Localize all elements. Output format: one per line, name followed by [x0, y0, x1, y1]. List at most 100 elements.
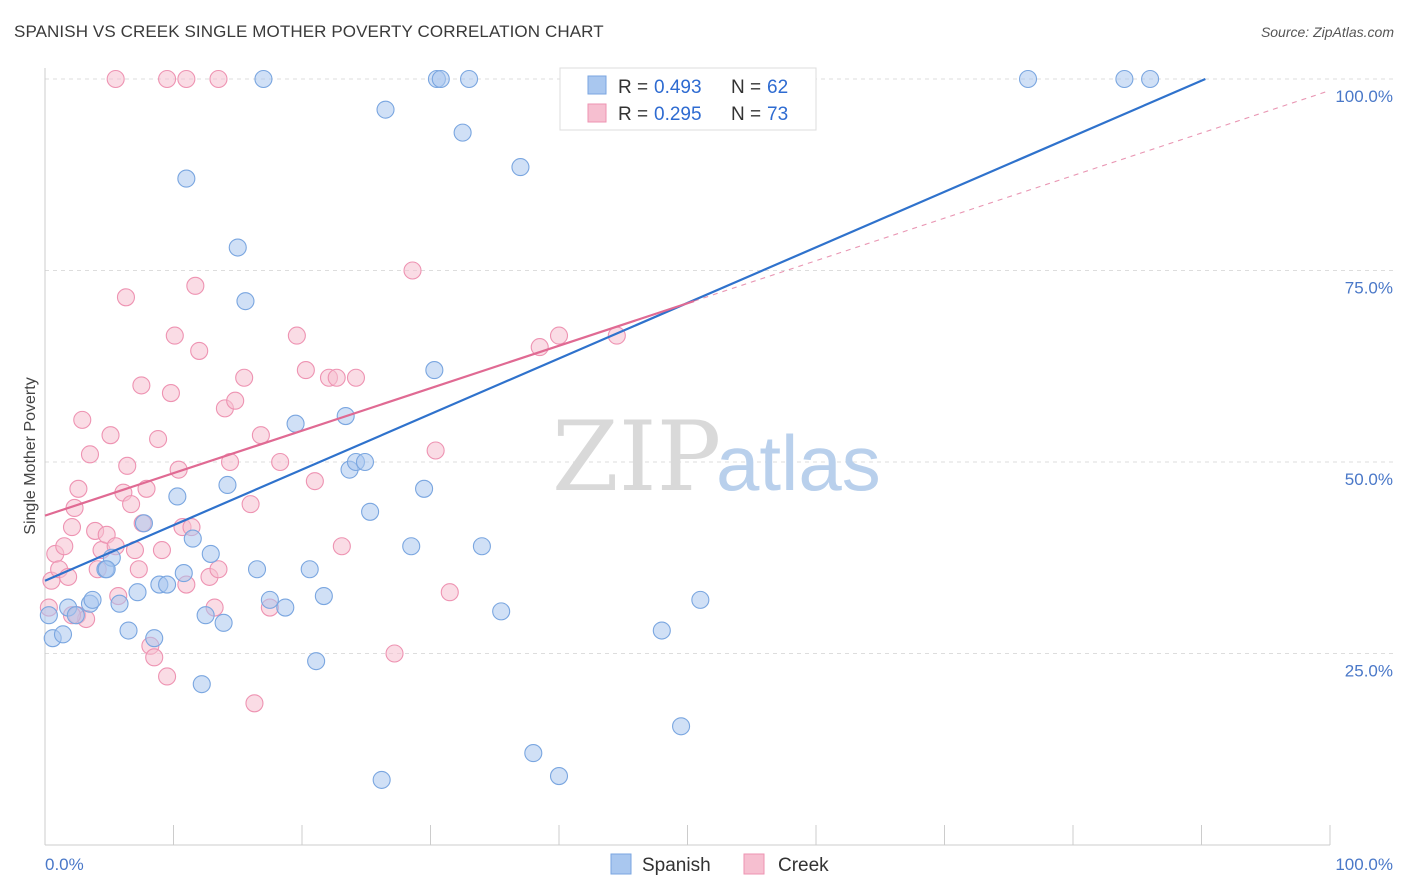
creek-point: [177, 69, 196, 89]
creek-point: [209, 560, 228, 579]
spanish-point: [228, 238, 247, 257]
creek-point: [190, 341, 209, 360]
spanish-point: [1141, 69, 1160, 89]
spanish-point: [453, 123, 472, 142]
trend-lines: [44, 77, 1331, 582]
legend-r-value-spanish: 0.493: [654, 77, 702, 98]
spanish-point: [110, 594, 129, 613]
creek-point: [101, 426, 120, 445]
spanish-point: [355, 452, 375, 472]
watermark-zip: ZIP: [552, 401, 721, 513]
creek-point: [235, 368, 254, 387]
source-label: Source: ZipAtlas.com: [1260, 24, 1394, 40]
bottom-legend-label-spanish: Spanish: [642, 855, 711, 876]
series-legend: Spanish Creek: [610, 853, 829, 876]
spanish-point: [145, 629, 164, 648]
creek-point: [73, 410, 92, 429]
spanish-point: [236, 292, 255, 311]
creek-point: [209, 69, 228, 89]
creek-point: [403, 261, 422, 280]
spanish-point: [511, 158, 530, 177]
watermark-atlas: atlas: [716, 419, 881, 507]
spanish-point: [652, 621, 671, 640]
creek-point: [62, 518, 82, 537]
spanish-point: [276, 598, 295, 617]
spanish-point: [492, 602, 511, 621]
spanish-point: [201, 544, 220, 563]
creek-trend-line: [44, 300, 695, 517]
creek-point: [327, 368, 346, 387]
creek-point: [305, 472, 324, 491]
spanish-point: [372, 770, 391, 789]
legend-n-label-creek: N =: [731, 104, 761, 125]
creek-point: [158, 69, 177, 89]
creek-point: [158, 667, 177, 686]
creek-point: [80, 445, 100, 464]
creek-point: [245, 694, 264, 713]
spanish-point: [119, 621, 138, 640]
spanish-point: [376, 100, 395, 119]
spanish-point: [254, 69, 273, 89]
creek-point: [440, 583, 459, 602]
spanish-point: [196, 606, 215, 625]
spanish-point: [1018, 69, 1038, 89]
spanish-point: [39, 606, 58, 625]
creek-point: [385, 644, 404, 663]
spanish-point: [260, 590, 279, 609]
y-tick-label: 25.0%: [1345, 662, 1393, 681]
spanish-point: [1115, 69, 1134, 89]
tick-labels: 25.0% 50.0% 75.0% 100.0% 0.0% 100.0%: [45, 87, 1393, 874]
spanish-point: [691, 590, 710, 609]
creek-point: [549, 326, 569, 345]
creek-point: [251, 426, 270, 445]
creek-point: [186, 276, 205, 295]
creek-point: [69, 479, 88, 498]
spanish-point: [66, 606, 85, 625]
spanish-point: [158, 575, 177, 594]
creek-point: [129, 560, 148, 579]
axes: [44, 68, 1331, 846]
creek-point: [226, 391, 245, 410]
spanish-point: [425, 361, 444, 380]
spanish-trend-line: [44, 77, 1206, 582]
legend-n-value-spanish: 62: [767, 77, 788, 98]
spanish-points: [39, 69, 1160, 789]
spanish-point: [415, 479, 434, 498]
legend-swatch-spanish: [587, 75, 607, 95]
spanish-point: [524, 744, 543, 763]
spanish-point: [183, 529, 202, 548]
creek-point: [161, 384, 180, 403]
watermark: ZIP atlas: [552, 401, 881, 513]
creek-point: [116, 288, 136, 307]
spanish-point: [286, 414, 305, 433]
legend-r-label-spanish: R =: [618, 77, 648, 98]
creek-point: [145, 648, 164, 667]
bottom-legend-swatch-spanish: [610, 853, 632, 875]
legend-swatch-creek: [587, 103, 607, 123]
legend-r-label-creek: R =: [618, 104, 648, 125]
creek-trend-extension: [693, 89, 1331, 302]
spanish-point: [300, 560, 319, 579]
creek-point: [296, 361, 315, 380]
creek-point: [287, 326, 306, 345]
spanish-point: [672, 717, 691, 736]
spanish-point: [214, 613, 233, 632]
spanish-point: [168, 487, 187, 506]
spanish-point: [472, 537, 491, 556]
creek-points: [39, 69, 626, 713]
x-tick-label: 0.0%: [45, 855, 84, 874]
grid-lines: [45, 78, 1395, 654]
stats-legend: R = 0.493 N = 62 R = 0.295 N = 73: [559, 67, 817, 131]
spanish-point: [97, 560, 116, 579]
spanish-point: [361, 502, 380, 521]
creek-point: [241, 495, 260, 514]
y-axis-label: Single Mother Poverty: [22, 377, 39, 534]
spanish-point: [402, 537, 421, 556]
creek-point: [118, 456, 137, 475]
chart-title: SPANISH VS CREEK SINGLE MOTHER POVERTY C…: [14, 22, 604, 41]
spanish-point: [53, 625, 73, 644]
spanish-point: [128, 583, 147, 602]
creek-point: [55, 537, 74, 556]
creek-point: [122, 495, 141, 514]
